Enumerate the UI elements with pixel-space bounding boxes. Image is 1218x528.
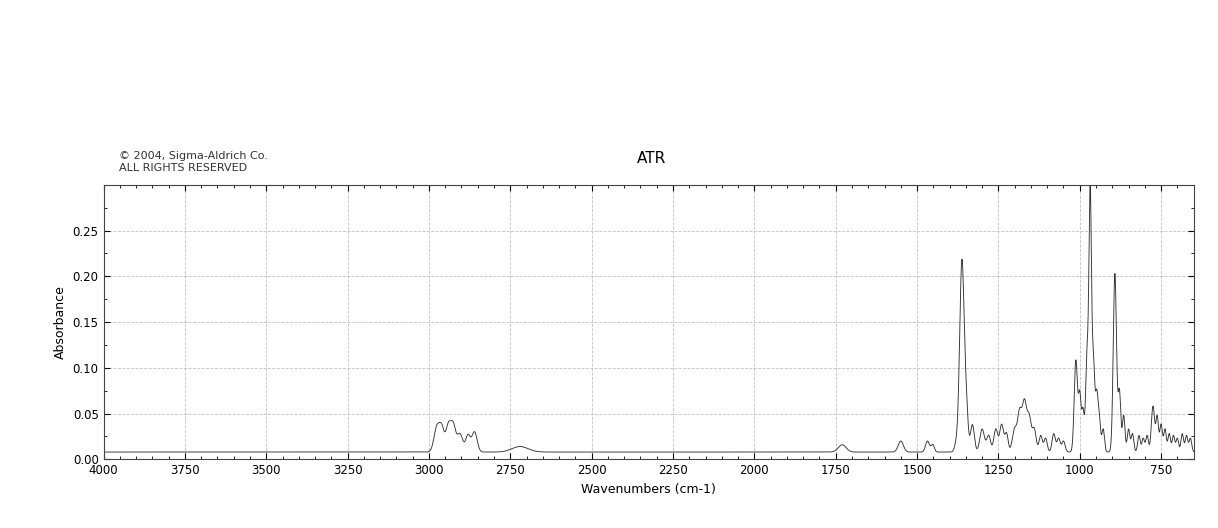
Text: ATR: ATR	[637, 152, 666, 166]
Text: ALL RIGHTS RESERVED: ALL RIGHTS RESERVED	[119, 163, 247, 173]
X-axis label: Wavenumbers (cm-1): Wavenumbers (cm-1)	[581, 483, 716, 496]
Y-axis label: Absorbance: Absorbance	[54, 285, 67, 359]
Text: © 2004, Sigma-Aldrich Co.: © 2004, Sigma-Aldrich Co.	[119, 151, 268, 161]
